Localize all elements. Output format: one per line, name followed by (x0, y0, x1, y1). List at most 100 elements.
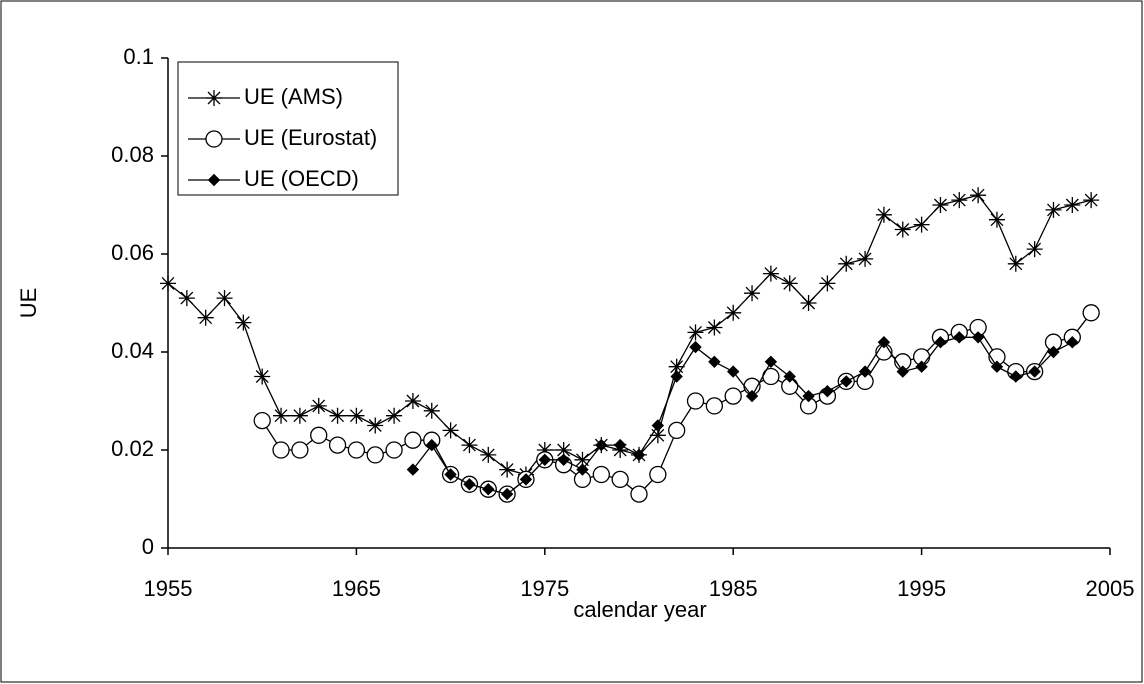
diamond-marker (840, 375, 853, 388)
star-marker (254, 368, 271, 385)
circle-marker (366, 446, 384, 464)
star-marker (1045, 201, 1062, 218)
diamond-marker (802, 389, 815, 403)
star-marker (197, 309, 214, 326)
y-tick-label: 0.04 (111, 338, 154, 363)
x-tick-label: 1995 (897, 576, 946, 601)
circle-marker (253, 411, 271, 430)
star-marker (1083, 192, 1100, 209)
x-axis-label: calendar year (573, 597, 706, 622)
star-marker (913, 216, 930, 233)
diamond-marker (689, 340, 702, 354)
diamond-marker (613, 438, 627, 452)
y-tick-label: 0.08 (111, 142, 154, 167)
diamond-marker (708, 355, 721, 369)
diamond-marker (915, 360, 928, 373)
star-marker (461, 437, 478, 454)
star-marker (706, 319, 723, 336)
star-marker (970, 187, 987, 204)
star-marker (480, 446, 497, 463)
diamond-marker (651, 419, 665, 432)
diamond-marker (858, 365, 872, 378)
star-marker (442, 422, 459, 439)
star-marker (499, 461, 516, 478)
diamond-marker (745, 389, 759, 403)
star-marker (838, 255, 855, 272)
diamond-marker (877, 335, 891, 349)
diamond-marker (934, 335, 947, 349)
star-marker (1064, 197, 1081, 213)
star-marker (819, 275, 836, 292)
diamond-marker (595, 438, 608, 452)
diamond-marker (971, 331, 985, 344)
diamond-marker (425, 438, 438, 452)
diamond-marker (500, 487, 514, 501)
circle-marker (347, 441, 366, 459)
star-marker (668, 358, 685, 375)
diamond-marker (463, 478, 476, 491)
y-tick-label: 0.06 (111, 240, 154, 265)
diamond-marker (557, 453, 570, 467)
star-marker (781, 275, 798, 292)
star-marker (857, 250, 874, 267)
star-marker (216, 290, 233, 307)
circle-marker (649, 465, 667, 484)
star-marker (423, 402, 440, 419)
star-marker (894, 221, 911, 238)
y-axis-label: UE (16, 288, 41, 319)
diamond-marker (482, 482, 495, 496)
star-marker (574, 451, 591, 468)
star-marker (367, 417, 384, 434)
diamond-marker (783, 370, 796, 383)
star-marker (951, 192, 968, 209)
star-marker (273, 407, 290, 424)
circle-marker (705, 397, 724, 415)
legend-marker (207, 173, 221, 187)
y-tick-label: 0 (142, 534, 154, 559)
circle-marker (724, 387, 742, 405)
y-tick-label: 0.1 (123, 44, 154, 69)
diamond-marker (1047, 345, 1060, 359)
star-marker (800, 295, 817, 311)
star-marker (649, 427, 666, 444)
diamond-marker (538, 453, 552, 467)
star-marker (235, 314, 252, 331)
circle-marker (1082, 304, 1100, 322)
star-marker (687, 324, 704, 341)
star-marker (348, 407, 365, 424)
star-marker (988, 211, 1005, 228)
legend-marker (206, 90, 222, 106)
star-marker (725, 304, 742, 321)
star-marker (291, 407, 308, 424)
x-tick-label: 1965 (332, 576, 381, 601)
star-marker (1007, 255, 1024, 272)
circle-marker (404, 431, 422, 449)
star-marker (310, 397, 327, 414)
diamond-marker (726, 365, 740, 378)
legend-marker (205, 130, 223, 148)
diamond-marker (896, 365, 909, 378)
legend-box (177, 61, 399, 196)
star-marker (744, 285, 761, 302)
diamond-marker (444, 468, 457, 481)
diamond-marker (764, 355, 778, 369)
diamond-marker (519, 473, 533, 486)
legend-label: UE (OECD) (244, 166, 359, 191)
star-marker (178, 290, 195, 307)
star-marker (762, 265, 779, 282)
diamond-marker (670, 370, 683, 383)
circle-marker (328, 436, 347, 454)
star-marker (160, 275, 176, 292)
star-marker (1026, 241, 1043, 258)
diamond-marker (1028, 365, 1041, 378)
star-marker (404, 393, 421, 409)
star-marker (932, 197, 949, 213)
circle-marker (291, 441, 309, 459)
x-tick-label: 1985 (709, 576, 758, 601)
star-marker (386, 407, 403, 424)
legend-label: UE (Eurostat) (244, 125, 377, 150)
series (160, 187, 1100, 483)
circle-marker (310, 426, 328, 444)
circle-marker (592, 465, 610, 484)
legend: UE (AMS) UE (Eurostat) UE (OECD) (177, 61, 399, 196)
